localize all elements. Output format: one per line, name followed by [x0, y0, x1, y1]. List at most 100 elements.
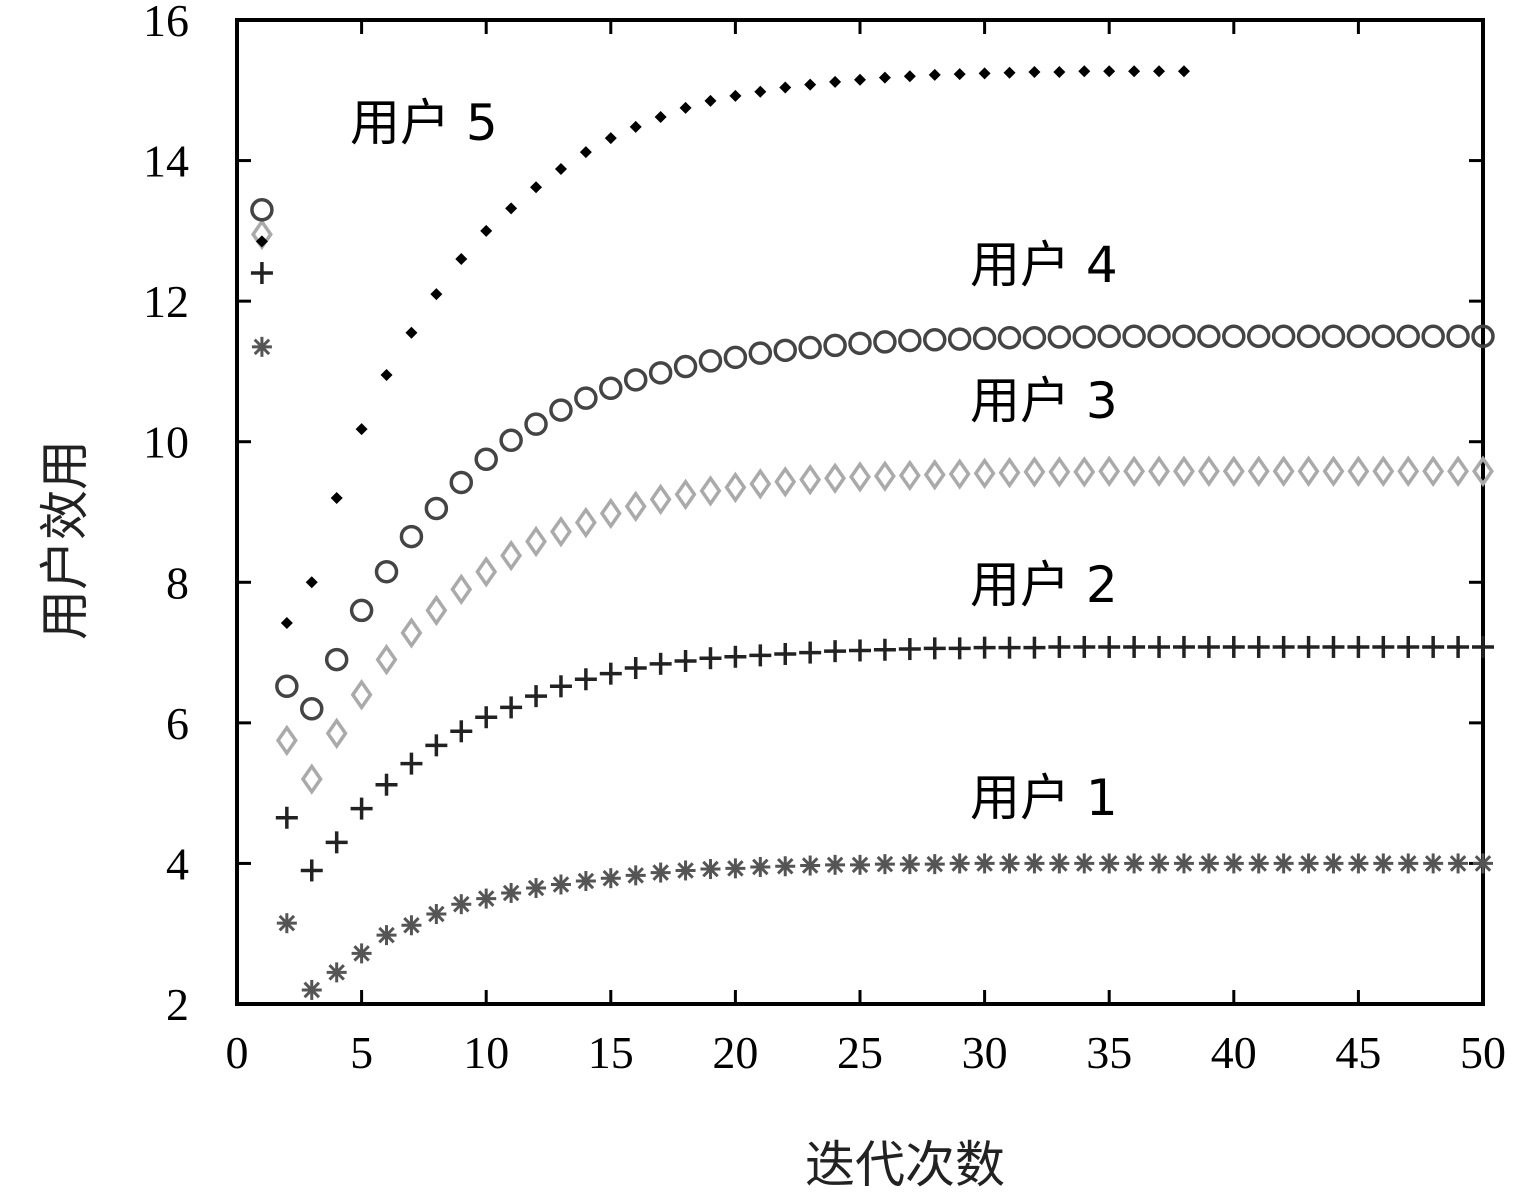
marker-user5-point	[953, 68, 966, 81]
marker-user3-point	[350, 679, 373, 711]
marker-user5-point	[804, 78, 817, 91]
marker-user4-point	[599, 376, 623, 401]
marker-user3-point	[400, 617, 423, 649]
marker-user5-point	[1028, 66, 1041, 79]
y-tick-label: 8	[166, 557, 189, 608]
marker-user5-point	[455, 252, 468, 265]
marker-user4-point	[574, 386, 598, 410]
marker-user1-point	[949, 853, 970, 874]
marker-user2-point	[1347, 635, 1370, 658]
marker-user5-point	[754, 85, 767, 98]
marker-user1-point	[301, 979, 322, 1000]
marker-user3-point	[749, 468, 772, 500]
marker-user1-point	[850, 854, 870, 875]
marker-user1-point	[575, 871, 596, 891]
marker-user1-point	[650, 862, 671, 883]
marker-user5-point	[505, 202, 518, 215]
marker-user3-point	[1422, 455, 1445, 487]
marker-user2-point	[824, 640, 847, 663]
marker-user2-point	[400, 752, 423, 775]
marker-user3-point	[1272, 455, 1295, 487]
series-label-user2: 用户 2	[970, 556, 1118, 614]
marker-user2-point	[649, 652, 672, 675]
marker-user2-point	[574, 668, 597, 691]
marker-user4-point	[424, 496, 449, 521]
marker-user1-point	[1423, 853, 1444, 874]
marker-user3-point	[500, 539, 523, 572]
marker-user3-point	[973, 457, 996, 490]
marker-user1-point	[825, 854, 846, 875]
marker-user3-point	[1397, 455, 1420, 487]
x-tick-label: 10	[463, 1027, 509, 1078]
x-tick-label: 5	[350, 1027, 373, 1078]
marker-user5-point	[330, 491, 343, 504]
marker-user3-point	[325, 717, 348, 750]
marker-user3-point	[898, 459, 921, 492]
marker-user3-point	[649, 483, 672, 516]
marker-user5-point	[1078, 65, 1091, 78]
marker-user1-point	[326, 962, 347, 983]
marker-user1-point	[351, 943, 372, 964]
marker-user4-point	[1446, 324, 1470, 349]
marker-user5-point	[579, 146, 592, 159]
marker-user3-point	[799, 463, 822, 496]
marker-user2-point	[599, 662, 622, 685]
marker-user3-point	[450, 573, 473, 606]
marker-user3-point	[1123, 455, 1146, 487]
marker-user5-point	[978, 67, 991, 80]
marker-user5-point	[480, 224, 493, 237]
tick-labels: 0 5 10 15 20 25 30 35 40 45 50 2 4 6 8 10 12 14 16	[143, 0, 1506, 1078]
marker-user4-point	[1072, 325, 1097, 349]
marker-user3-point	[1222, 455, 1245, 487]
marker-user1-point	[1248, 853, 1269, 874]
marker-user2-point	[849, 639, 871, 662]
marker-user1-point	[1298, 853, 1319, 874]
marker-user4-point	[499, 428, 523, 453]
marker-user2-point	[450, 720, 473, 743]
marker-user5-point	[255, 235, 268, 248]
marker-user2-point	[275, 806, 298, 829]
marker-user4-point	[300, 697, 324, 721]
marker-user2-point	[724, 645, 747, 668]
marker-user5-point	[878, 71, 891, 84]
marker-user4-point	[648, 361, 673, 385]
marker-user4-point	[873, 330, 897, 354]
marker-user1-point	[401, 915, 422, 936]
marker-user4-point	[324, 647, 349, 672]
y-tick-label: 14	[143, 136, 189, 187]
marker-user4-point	[474, 447, 498, 472]
y-tick-label: 16	[143, 0, 189, 46]
marker-user3-point	[699, 475, 722, 507]
marker-user2-point	[674, 650, 697, 673]
marker-user2-point	[1222, 635, 1245, 658]
marker-user2-point	[549, 675, 572, 698]
marker-user2-point	[624, 657, 647, 680]
marker-user3-point	[1372, 455, 1395, 487]
marker-user1-point	[1024, 853, 1045, 874]
marker-user3-point	[1472, 455, 1494, 487]
x-tick-label: 35	[1086, 1027, 1132, 1078]
marker-user5-point	[430, 288, 443, 301]
marker-user4-point	[349, 598, 374, 623]
marker-user4-point	[823, 333, 847, 358]
marker-user1-point	[1149, 853, 1170, 874]
marker-user2-point	[425, 734, 448, 757]
marker-user2-point	[923, 637, 946, 660]
marker-user5-point	[854, 73, 866, 86]
marker-user5-point	[1177, 65, 1190, 78]
marker-user2-point	[250, 262, 273, 285]
marker-user2-point	[1123, 635, 1146, 658]
marker-user1-point	[675, 860, 696, 881]
marker-user1-point	[276, 913, 297, 934]
marker-user3-point	[998, 456, 1021, 489]
marker-user4-point	[1047, 325, 1072, 349]
marker-user1-point	[1448, 853, 1469, 874]
marker-user1-point	[550, 874, 571, 895]
marker-user3-point	[923, 459, 946, 491]
marker-user5-point	[903, 70, 916, 83]
marker-user3-point	[724, 471, 747, 504]
marker-user5-point	[704, 94, 717, 107]
marker-user4-point	[1222, 324, 1246, 349]
marker-user4-point	[1022, 325, 1047, 350]
marker-user2-point	[1472, 635, 1494, 658]
